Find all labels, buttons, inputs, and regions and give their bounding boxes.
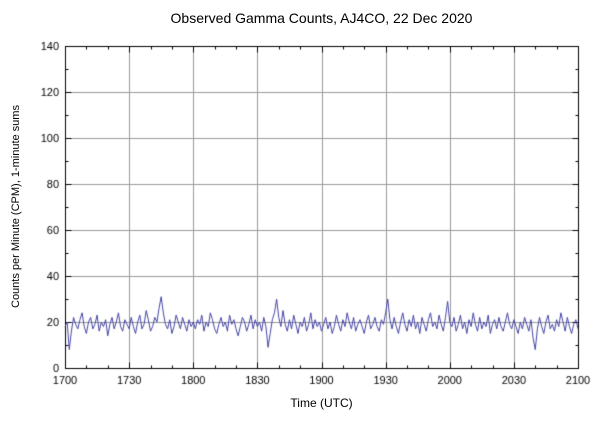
chart-title: Observed Gamma Counts, AJ4CO, 22 Dec 202… xyxy=(170,10,473,26)
x-axis-label: Time (UTC) xyxy=(290,396,353,410)
y-axis-label: Counts per Minute (CPM), 1-minute sums xyxy=(10,105,22,309)
